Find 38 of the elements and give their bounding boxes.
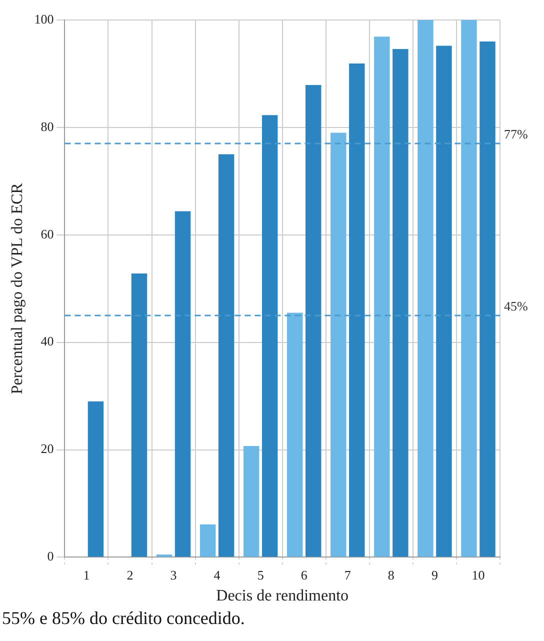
bar (436, 46, 452, 557)
x-tick-label: 6 (300, 567, 308, 582)
x-tick-label: 3 (170, 567, 177, 582)
y-tick-label: 20 (40, 441, 54, 456)
bar (349, 64, 365, 557)
x-tick-label: 4 (214, 567, 221, 582)
ref-line-label: 77% (504, 126, 528, 142)
bar (88, 401, 104, 557)
y-tick-label: 80 (40, 118, 54, 134)
y-tick-label: 100 (34, 11, 54, 26)
bar (306, 85, 322, 557)
y-axis-title: Percentual pago do VPL do ECR (8, 182, 26, 394)
x-tick-label: 5 (257, 567, 264, 582)
y-tick-label: 40 (40, 334, 54, 349)
x-tick-label: 8 (388, 567, 394, 582)
bar (418, 20, 434, 557)
bar (174, 211, 191, 557)
x-tick-label: 7 (344, 567, 352, 582)
y-tick-label: 0 (47, 548, 54, 564)
bar (131, 274, 148, 557)
x-tick-label: 2 (126, 567, 134, 582)
y-tick-label: 60 (40, 226, 54, 242)
x-tick-label: 10 (472, 567, 485, 582)
bar (374, 36, 390, 557)
bar (218, 154, 234, 557)
ref-line-label: 45% (504, 298, 528, 314)
bar (200, 524, 216, 557)
x-tick-label: 9 (431, 567, 438, 582)
text: 55% e 85% do crédito concedido. (2, 608, 245, 629)
x-axis-title: Decis de rendimento (216, 588, 349, 605)
bar (287, 312, 303, 557)
bar (392, 49, 408, 557)
bar (461, 20, 477, 557)
bar (480, 41, 496, 557)
bar (330, 132, 346, 557)
bar (243, 446, 260, 557)
bar (262, 115, 278, 557)
x-tick-label: 1 (83, 567, 90, 582)
